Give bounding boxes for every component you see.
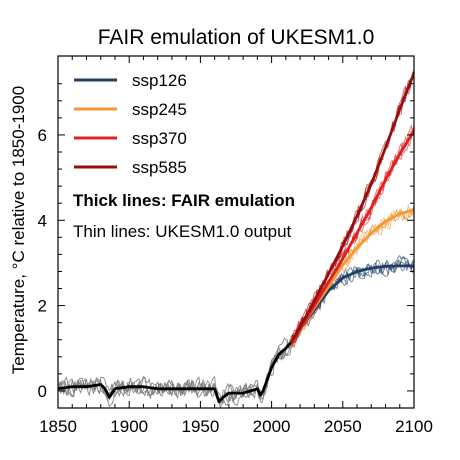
historical-thin-line bbox=[58, 344, 292, 408]
historical-thin-line bbox=[58, 342, 292, 408]
ssp585-thin-line bbox=[291, 73, 414, 339]
legend: ssp126 ssp245 ssp370 ssp585 bbox=[74, 71, 187, 177]
legend-label-ssp370: ssp370 bbox=[132, 129, 187, 148]
ssp585-fair-line bbox=[290, 71, 414, 344]
chart-title: FAIR emulation of UKESM1.0 bbox=[98, 26, 375, 49]
ssp370-fair-line bbox=[290, 129, 414, 344]
x-tick-label: 1850 bbox=[39, 417, 77, 436]
y-tick-label: 2 bbox=[38, 297, 47, 316]
annotation-thick-lines: Thick lines: FAIR emulation bbox=[73, 191, 295, 210]
thick-emulation-lines bbox=[58, 71, 414, 404]
ssp126-thin-line bbox=[291, 255, 414, 346]
x-tick-label: 2100 bbox=[395, 417, 433, 436]
ssp585-thin-line bbox=[291, 71, 414, 341]
annotation-thin-lines: Thin lines: UKESM1.0 output bbox=[73, 222, 292, 241]
axes: 1850 1900 1950 2000 2050 2100 0 2 4 6 bbox=[38, 55, 433, 436]
legend-label-ssp585: ssp585 bbox=[132, 158, 187, 177]
historical-fair-line bbox=[58, 340, 293, 404]
y-tick-label: 0 bbox=[38, 382, 47, 401]
x-tick-label: 2000 bbox=[253, 417, 291, 436]
legend-label-ssp245: ssp245 bbox=[132, 100, 187, 119]
legend-label-ssp126: ssp126 bbox=[132, 71, 187, 90]
x-tick-label: 1900 bbox=[110, 417, 148, 436]
y-axis-label: Temperature, °C relative to 1850-1900 bbox=[9, 86, 28, 374]
plot-frame bbox=[57, 55, 415, 409]
ssp585-thin-line bbox=[291, 72, 414, 341]
x-tick-label: 2050 bbox=[324, 417, 362, 436]
x-tick-label: 1950 bbox=[181, 417, 219, 436]
y-tick-label: 4 bbox=[38, 211, 47, 230]
y-tick-label: 6 bbox=[38, 126, 47, 145]
historical-thin-line bbox=[58, 335, 292, 406]
